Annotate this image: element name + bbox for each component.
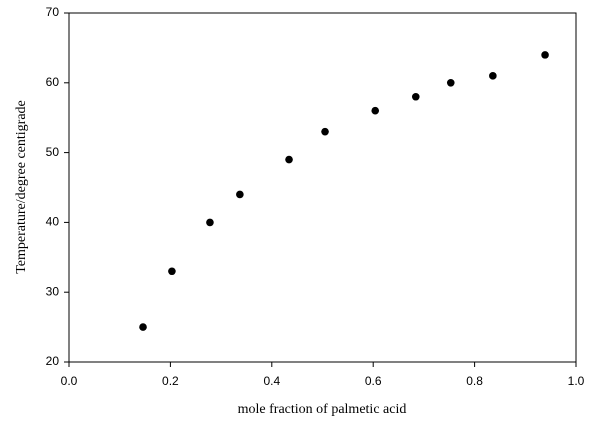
y-tick-label: 60 <box>46 75 60 89</box>
point <box>446 79 455 87</box>
point <box>411 92 420 101</box>
point <box>139 323 147 331</box>
point <box>489 72 497 80</box>
x-axis-title: mole fraction of palmetic acid <box>238 402 407 417</box>
x-tick-label: 0.2 <box>162 374 179 388</box>
point <box>236 190 244 199</box>
point <box>321 127 329 136</box>
y-tick-label: 20 <box>46 354 60 368</box>
y-tick-label: 30 <box>46 284 60 298</box>
point <box>206 218 214 227</box>
point <box>285 155 293 164</box>
x-tick-label: 0.8 <box>466 374 483 388</box>
y-tick-label: 50 <box>46 145 60 159</box>
x-tick-label: 0.6 <box>365 374 382 388</box>
point <box>371 106 380 115</box>
x-tick-label: 1.0 <box>568 374 585 388</box>
y-tick-label: 40 <box>46 215 60 229</box>
point <box>541 51 549 59</box>
point <box>168 267 176 276</box>
x-tick-label: 0.0 <box>61 374 78 388</box>
x-tick-label: 0.4 <box>263 374 280 388</box>
y-tick-label: 70 <box>46 5 60 19</box>
y-axis-title: Temperature/degree centigrade <box>14 100 29 274</box>
plot-frame <box>68 12 577 363</box>
